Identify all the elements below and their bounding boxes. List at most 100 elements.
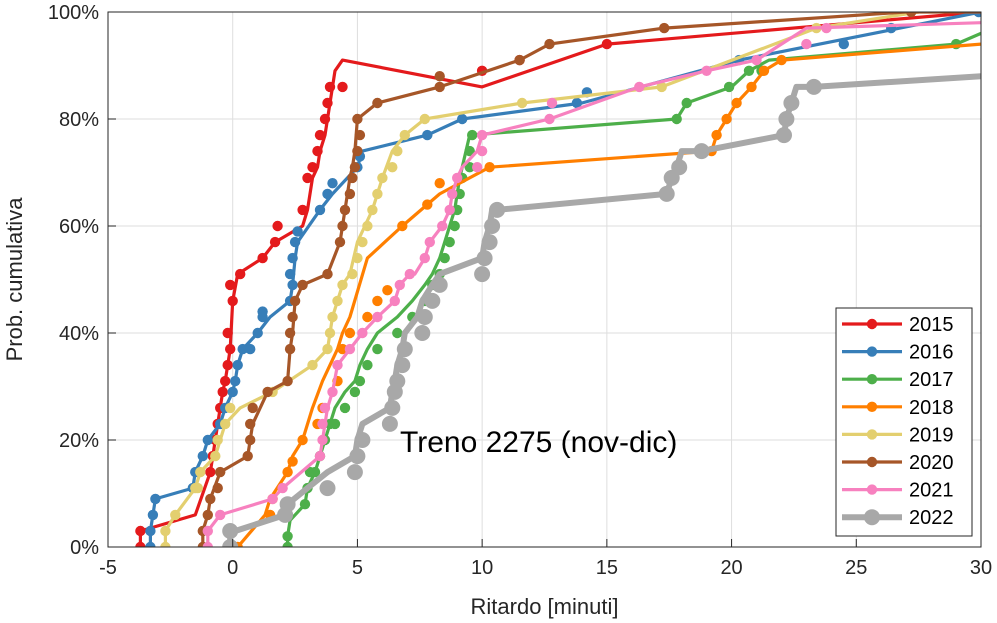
data-point [659, 22, 670, 34]
data-point [160, 525, 171, 537]
data-point [381, 415, 398, 432]
data-point [711, 129, 722, 141]
data-point [372, 343, 383, 355]
legend-label: 2016 [909, 342, 954, 364]
legend-marker [864, 509, 880, 526]
data-point [384, 399, 401, 416]
legend-label: 2020 [909, 452, 954, 474]
data-point [658, 185, 675, 202]
data-point [327, 386, 338, 398]
data-point [225, 279, 236, 291]
legend-entry-2017: 2017 [842, 369, 954, 391]
legend-label: 2015 [909, 314, 954, 336]
data-point [424, 292, 441, 309]
data-point [546, 97, 558, 109]
data-point [389, 373, 406, 390]
data-point [743, 65, 755, 77]
data-point [347, 268, 358, 280]
data-point [601, 38, 613, 50]
legend-entry-2016: 2016 [842, 342, 954, 364]
data-point [821, 22, 832, 34]
data-point [349, 162, 361, 173]
data-point [397, 220, 408, 232]
data-point [322, 268, 333, 280]
data-point [319, 113, 331, 125]
data-point [484, 162, 495, 173]
data-point [439, 252, 450, 264]
legend-entry-2020: 2020 [842, 452, 954, 474]
data-point [202, 525, 213, 537]
legend-marker [866, 374, 878, 385]
series-2021 [202, 21, 981, 547]
data-point [449, 220, 460, 232]
data-point [327, 178, 338, 189]
data-point [656, 81, 667, 93]
data-point [339, 402, 351, 414]
series-layer [135, 12, 981, 547]
data-point [324, 81, 336, 93]
series-2018 [232, 42, 981, 547]
series-line-2019 [163, 12, 921, 547]
data-point [272, 220, 283, 232]
data-point [544, 38, 555, 50]
data-point [392, 327, 403, 339]
data-point [314, 129, 326, 141]
plot-frame [107, 11, 982, 548]
legend-marker [866, 456, 878, 468]
data-point [232, 359, 243, 371]
chart-annotation: Treno 2275 (nov-dic) [400, 426, 677, 459]
data-point [212, 482, 223, 494]
data-point [202, 434, 213, 446]
data-point [225, 402, 236, 414]
x-tick-label: 25 [845, 557, 867, 579]
data-point [307, 359, 318, 371]
data-point [746, 81, 757, 93]
data-point [484, 218, 501, 234]
legend-marker [866, 429, 878, 440]
data-point [424, 236, 435, 248]
data-point [372, 295, 383, 307]
data-point [267, 493, 278, 505]
data-point [237, 343, 248, 355]
data-point [778, 111, 795, 127]
data-point [322, 97, 333, 109]
data-point [422, 129, 433, 141]
data-point [758, 65, 770, 77]
data-point [314, 204, 326, 216]
data-point [372, 311, 383, 323]
data-point [317, 434, 328, 446]
data-point [516, 97, 528, 109]
legend-entry-2022: 2022 [842, 507, 954, 529]
data-point [723, 81, 735, 93]
legend-marker [866, 318, 878, 330]
data-point [230, 375, 241, 387]
data-point [454, 188, 465, 200]
data-point [352, 145, 363, 157]
data-point [279, 496, 296, 513]
data-point [262, 386, 273, 398]
data-point [205, 493, 216, 505]
data-point [287, 279, 298, 291]
data-point [419, 252, 430, 264]
data-point [225, 343, 236, 355]
data-point [701, 65, 712, 77]
data-point [242, 450, 253, 462]
data-point [634, 81, 645, 93]
x-tick-label: 5 [352, 557, 363, 579]
data-point [135, 541, 146, 547]
data-point [457, 113, 468, 125]
data-point [372, 97, 383, 109]
data-point [347, 172, 358, 184]
data-point [392, 145, 403, 157]
data-point [452, 204, 463, 216]
data-point [235, 268, 246, 280]
data-point [416, 309, 433, 325]
data-point [476, 129, 488, 141]
data-point [309, 466, 321, 478]
data-point [681, 97, 692, 109]
y-tick-label: 60% [59, 216, 99, 238]
data-point [464, 145, 475, 157]
legend-label: 2019 [909, 424, 954, 446]
data-point [145, 541, 156, 547]
data-point [337, 343, 348, 355]
